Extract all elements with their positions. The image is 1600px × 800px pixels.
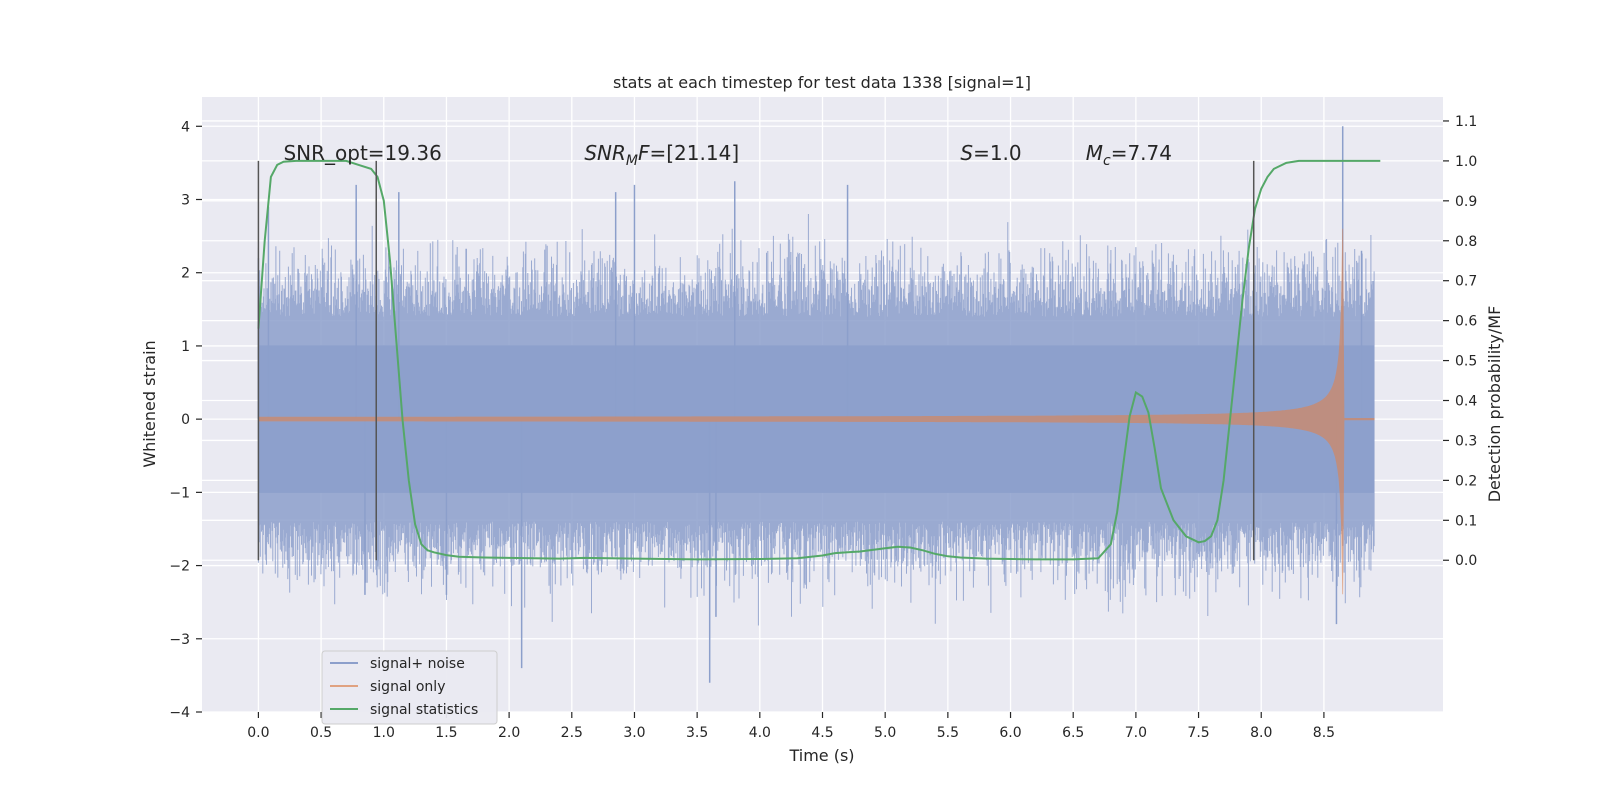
x-tick-label: 8.0 xyxy=(1250,725,1272,741)
x-tick-label: 7.5 xyxy=(1187,725,1209,741)
legend-label-signal-noise: signal+ noise xyxy=(370,656,465,672)
x-tick-label: 4.5 xyxy=(811,725,833,741)
x-tick-label: 1.0 xyxy=(373,725,395,741)
x-axis-ticks: 0.0 0.5 1.0 1.5 2.0 2.5 3.0 3.5 4.0 4.5 5.0 5.5 6.0 6… xyxy=(247,712,1335,741)
y-tick-label: 3 xyxy=(181,193,190,209)
y-right-tick-label: 0.7 xyxy=(1455,274,1477,290)
x-tick-label: 6.5 xyxy=(1062,725,1084,741)
x-tick-label: 3.0 xyxy=(623,725,645,741)
y-right-tick-label: 0.9 xyxy=(1455,194,1477,210)
y-right-axis-label: Detection probability/MF xyxy=(1485,306,1504,503)
annotation-text: S=1.0 xyxy=(960,141,1021,165)
y-tick-label: −1 xyxy=(169,485,190,501)
signal-only-series xyxy=(258,228,1375,595)
x-axis-label: Time (s) xyxy=(788,746,854,765)
x-tick-label: 2.5 xyxy=(561,725,583,741)
annotation-text: Mc=7.74 xyxy=(1086,141,1172,169)
y-right-tick-label: 0.3 xyxy=(1455,433,1477,449)
y-tick-label: −2 xyxy=(169,559,190,575)
annotation-text: SNRMF=[21.14] xyxy=(584,141,739,169)
y-axis-label: Whitened strain xyxy=(140,340,159,467)
x-tick-label: 6.0 xyxy=(999,725,1021,741)
x-tick-label: 0.5 xyxy=(310,725,332,741)
legend-label-signal-statistics: signal statistics xyxy=(370,702,478,718)
y-tick-label: −4 xyxy=(169,705,190,721)
y-axis-ticks: −4 −3 −2 −1 0 1 2 3 4 xyxy=(169,119,202,721)
legend-label-signal-only: signal only xyxy=(370,679,445,695)
y-right-tick-label: 1.0 xyxy=(1455,154,1477,170)
x-tick-label: 0.0 xyxy=(247,725,269,741)
y-right-tick-label: 0.4 xyxy=(1455,394,1477,410)
y-tick-label: −3 xyxy=(169,632,190,648)
x-tick-label: 7.0 xyxy=(1125,725,1147,741)
x-tick-label: 8.5 xyxy=(1313,725,1335,741)
legend-box xyxy=(321,650,498,725)
chart-title: stats at each timestep for test data 133… xyxy=(613,73,1031,92)
y-right-tick-label: 0.6 xyxy=(1455,314,1477,330)
y-right-tick-label: 0.0 xyxy=(1455,553,1477,569)
x-tick-label: 4.0 xyxy=(749,725,771,741)
y-tick-label: 4 xyxy=(181,119,190,135)
annotations: SNR_opt=19.36 SNRMF=[21.14] S=1.0 Mc=7.74 xyxy=(283,141,1172,169)
y-tick-label: 2 xyxy=(181,266,190,282)
x-tick-label: 5.5 xyxy=(937,725,959,741)
y-right-axis-ticks: 0.0 0.1 0.2 0.3 0.4 0.5 0.6 0.7 0.8 0.9 1.0 1.1 xyxy=(1443,114,1477,569)
signal-statistics-line xyxy=(257,159,1381,561)
y-tick-label: 0 xyxy=(181,412,190,428)
x-tick-label: 5.0 xyxy=(874,725,896,741)
x-tick-label: 2.0 xyxy=(498,725,520,741)
y-right-tick-label: 0.1 xyxy=(1455,513,1477,529)
legend: signal+ noise signal only signal statist… xyxy=(321,650,498,725)
y-right-tick-label: 0.8 xyxy=(1455,234,1477,250)
y-right-tick-label: 0.2 xyxy=(1455,473,1477,489)
y-right-tick-label: 0.5 xyxy=(1455,354,1477,370)
annotation-text: SNR_opt=19.36 xyxy=(283,141,441,165)
signal-only-trace xyxy=(258,228,1375,595)
signal-statistics-series xyxy=(257,159,1381,561)
y-right-tick-label: 1.1 xyxy=(1455,114,1477,130)
x-tick-label: 1.5 xyxy=(435,725,457,741)
y-tick-label: 1 xyxy=(181,339,190,355)
x-tick-label: 3.5 xyxy=(686,725,708,741)
marker-lines xyxy=(257,160,1255,561)
